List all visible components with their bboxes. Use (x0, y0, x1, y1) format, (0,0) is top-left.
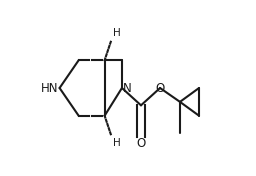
Text: H: H (113, 28, 121, 38)
Text: O: O (136, 137, 146, 150)
Text: O: O (155, 81, 165, 95)
Text: H: H (113, 138, 121, 148)
Text: HN: HN (41, 81, 59, 95)
Text: N: N (122, 81, 131, 95)
